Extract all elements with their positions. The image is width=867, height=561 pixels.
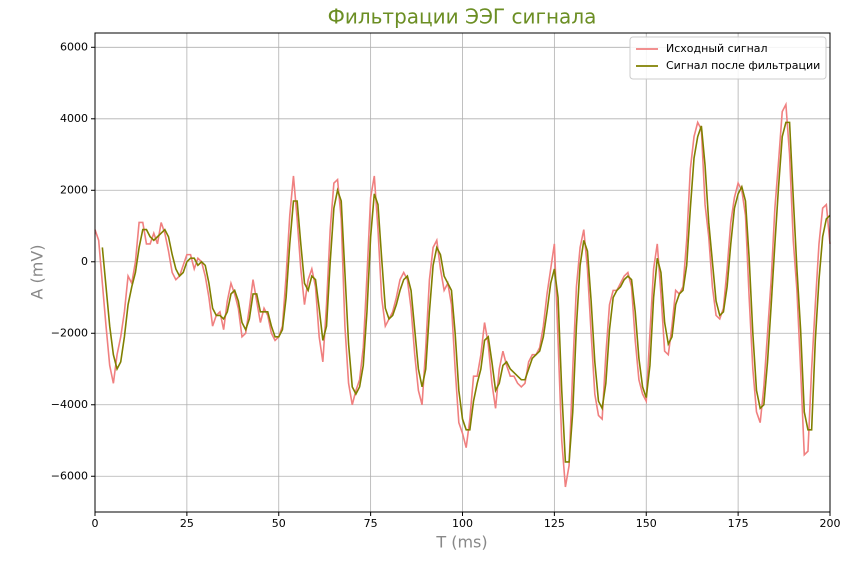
x-tick-label: 25 <box>180 517 194 530</box>
x-axis-label: T (ms) <box>435 533 487 552</box>
x-tick-label: 150 <box>636 517 657 530</box>
y-tick-label: 4000 <box>60 112 88 125</box>
x-tick-label: 50 <box>272 517 286 530</box>
legend-box <box>629 36 827 80</box>
y-tick-label: 2000 <box>60 183 88 196</box>
y-axis-label: A (mV) <box>28 244 47 299</box>
x-tick-label: 200 <box>820 517 841 530</box>
x-tick-label: 125 <box>544 517 565 530</box>
chart-title: Фильтрации ЭЭГ сигнала <box>328 5 597 29</box>
y-tick-label: 6000 <box>60 40 88 53</box>
data-line <box>101 121 831 463</box>
x-tick-label: 75 <box>364 517 378 530</box>
x-tick-label: 100 <box>452 517 473 530</box>
legend: Исходный сигнал Сигнал после фильтрации <box>629 36 827 80</box>
y-tick-label: −2000 <box>51 326 88 339</box>
legend-label: Сигнал после фильтрации <box>666 59 820 72</box>
x-tick-label: 0 <box>92 517 99 530</box>
legend-label: Исходный сигнал <box>666 42 768 55</box>
y-tick-label: −6000 <box>51 469 88 482</box>
y-tick-label: 0 <box>81 255 88 268</box>
x-tick-label: 175 <box>728 517 749 530</box>
y-tick-label: −4000 <box>51 398 88 411</box>
plot-frame <box>94 32 831 513</box>
data-line <box>94 101 831 488</box>
